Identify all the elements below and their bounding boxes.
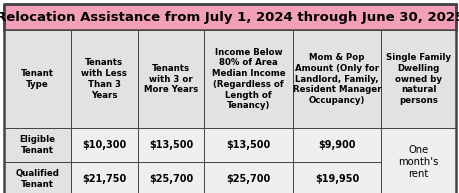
Text: Mom & Pop
Amount (Only for
Landlord, Family,
Resident Manager
Occupancy): Mom & Pop Amount (Only for Landlord, Fam… (292, 53, 381, 105)
Text: Relocation Assistance from July 1, 2024 through June 30, 2025: Relocation Assistance from July 1, 2024 … (0, 10, 459, 24)
Bar (137, 128, 204, 162)
Text: Income Below
80% of Area
Median Income
(Regardless of
Length of
Tenancy): Income Below 80% of Area Median Income (… (212, 48, 285, 110)
Text: Tenants
with 3 or
More Years: Tenants with 3 or More Years (144, 64, 198, 94)
Text: One
month's
rent: One month's rent (397, 145, 438, 179)
Bar (4, 128, 71, 162)
Text: $25,700: $25,700 (149, 174, 193, 184)
Bar (204, 128, 292, 162)
Text: $25,700: $25,700 (226, 174, 270, 184)
Text: $10,300: $10,300 (82, 140, 126, 150)
Bar (71, 162, 137, 193)
Bar (4, 4, 455, 30)
Text: Tenant
Type: Tenant Type (21, 69, 54, 89)
Bar (204, 30, 292, 128)
Bar (381, 30, 455, 128)
Bar (4, 162, 71, 193)
Text: Single Family
Dwelling
owned by
natural
persons: Single Family Dwelling owned by natural … (385, 53, 450, 105)
Text: $9,900: $9,900 (318, 140, 355, 150)
Bar (204, 162, 292, 193)
Text: Tenants
with Less
Than 3
Years: Tenants with Less Than 3 Years (81, 58, 127, 100)
Bar (292, 128, 381, 162)
Bar (4, 30, 71, 128)
Bar (292, 30, 381, 128)
Bar (137, 30, 204, 128)
Bar (71, 128, 137, 162)
Text: Qualified
Tenant: Qualified Tenant (16, 169, 59, 189)
Text: $19,950: $19,950 (314, 174, 358, 184)
Text: $13,500: $13,500 (149, 140, 193, 150)
Bar (292, 162, 381, 193)
Text: $13,500: $13,500 (226, 140, 270, 150)
Bar (137, 162, 204, 193)
Text: Eligible
Tenant: Eligible Tenant (19, 135, 55, 155)
Text: $21,750: $21,750 (82, 174, 126, 184)
Bar (381, 128, 455, 193)
Bar (71, 30, 137, 128)
